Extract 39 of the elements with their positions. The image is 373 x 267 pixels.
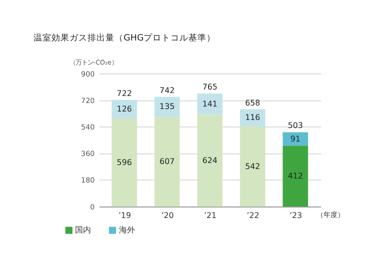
data-label: 624: [202, 156, 218, 165]
data-label: 91: [290, 134, 300, 144]
x-tick-label: ’19: [118, 211, 132, 220]
bar: [154, 96, 180, 117]
x-tick-label: ’23: [290, 211, 302, 220]
y-tick-label: 0: [90, 202, 96, 212]
total-label: 722: [116, 88, 132, 98]
data-label: 412: [288, 171, 303, 180]
total-label: 658: [245, 98, 260, 108]
total-label: 765: [202, 82, 218, 92]
bar: [282, 132, 308, 146]
data-label: 542: [245, 162, 260, 171]
data-label: 596: [116, 158, 132, 167]
y-tick-label: 540: [81, 122, 96, 132]
bar: [240, 126, 266, 207]
x-axis-title: （年度）: [316, 210, 344, 219]
bar: [197, 93, 223, 114]
x-tick-label: ’20: [161, 211, 174, 220]
data-label: 607: [160, 157, 175, 166]
legend-label: 国内: [75, 226, 92, 235]
y-tick-label: 720: [81, 96, 96, 105]
legend-label: 海外: [118, 226, 135, 235]
bar: [112, 100, 138, 118]
data-label: 141: [202, 99, 218, 108]
data-label: 126: [116, 104, 132, 114]
x-tick-label: ’21: [204, 211, 217, 220]
total-label: 742: [160, 86, 175, 95]
y-tick-label: 900: [81, 69, 96, 78]
bar: [112, 118, 138, 207]
y-tick-label: 360: [81, 149, 96, 158]
bar: [282, 146, 308, 207]
data-label: 135: [160, 102, 175, 112]
x-tick-label: ’22: [246, 211, 260, 220]
bar: [197, 114, 223, 207]
chart-title: 温室効果ガス排出量（GHGプロトコル基準）: [34, 32, 216, 44]
data-label: 116: [245, 113, 260, 122]
bar: [154, 116, 180, 207]
total-label: 503: [288, 121, 303, 130]
y-tick-label: 180: [81, 176, 96, 185]
